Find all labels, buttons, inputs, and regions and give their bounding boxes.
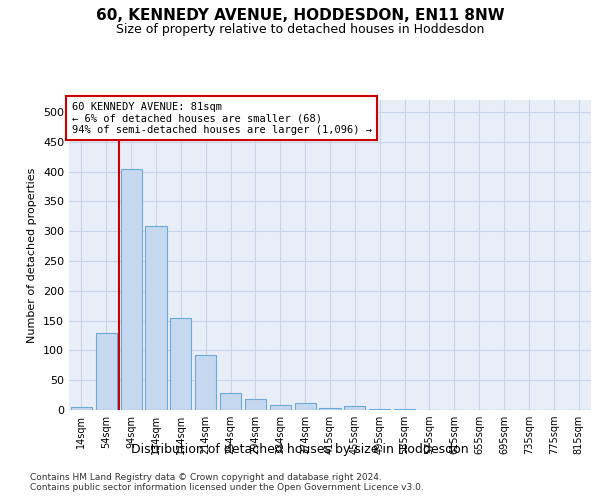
Text: 60 KENNEDY AVENUE: 81sqm
← 6% of detached houses are smaller (68)
94% of semi-de: 60 KENNEDY AVENUE: 81sqm ← 6% of detache…	[71, 102, 371, 134]
Bar	[344, 406, 365, 410]
Text: 60, KENNEDY AVENUE, HODDESDON, EN11 8NW: 60, KENNEDY AVENUE, HODDESDON, EN11 8NW	[95, 8, 505, 22]
Bar	[319, 408, 341, 410]
Y-axis label: Number of detached properties: Number of detached properties	[28, 168, 37, 342]
Text: Distribution of detached houses by size in Hoddesdon: Distribution of detached houses by size …	[131, 442, 469, 456]
Text: Contains public sector information licensed under the Open Government Licence v3: Contains public sector information licen…	[30, 484, 424, 492]
Bar	[170, 318, 191, 410]
Bar	[220, 394, 241, 410]
Bar	[195, 355, 216, 410]
Bar	[121, 168, 142, 410]
Bar	[145, 226, 167, 410]
Bar	[270, 405, 291, 410]
Bar	[295, 404, 316, 410]
Bar	[96, 332, 117, 410]
Bar	[71, 407, 92, 410]
Text: Contains HM Land Registry data © Crown copyright and database right 2024.: Contains HM Land Registry data © Crown c…	[30, 472, 382, 482]
Text: Size of property relative to detached houses in Hoddesdon: Size of property relative to detached ho…	[116, 22, 484, 36]
Bar	[245, 398, 266, 410]
